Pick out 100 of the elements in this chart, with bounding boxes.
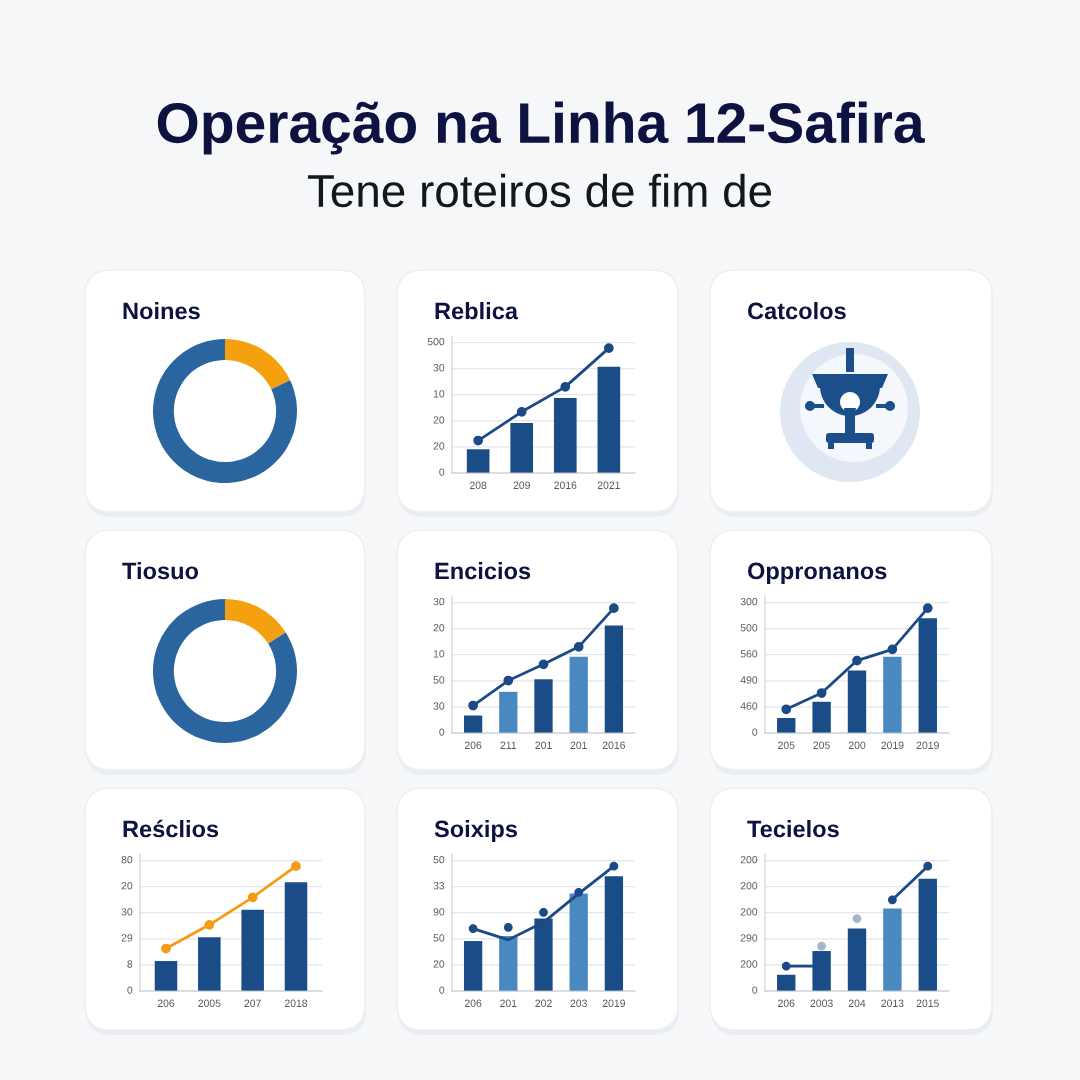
text: Operação na Linha 12-Safira — [157, 101, 925, 155]
text: 290 — [740, 934, 758, 942]
text: 50 — [433, 676, 445, 684]
chart-title: Soixips — [434, 819, 518, 843]
text: 20 — [433, 416, 445, 424]
text: 20 — [121, 882, 133, 890]
x-tick-label: 208 — [469, 481, 487, 489]
bar — [777, 974, 796, 991]
point — [603, 343, 614, 354]
point — [291, 861, 301, 872]
point — [817, 941, 827, 951]
bar — [883, 656, 902, 733]
point — [516, 406, 527, 417]
text: 200 — [740, 908, 758, 916]
donut-slice — [225, 339, 291, 390]
chart-title: Encicios — [435, 561, 531, 580]
x-tick-label: 2003 — [810, 999, 833, 1007]
point — [503, 675, 514, 686]
x-tick-label: 204 — [848, 999, 866, 1007]
bar — [569, 656, 588, 733]
point — [204, 919, 215, 930]
x-tick-label: 206 — [157, 999, 175, 1007]
x-tick-label: 2021 — [597, 481, 620, 489]
point — [781, 704, 792, 715]
chart-title: Noines — [123, 302, 200, 320]
text: Catcolos — [747, 302, 846, 320]
text: 80 — [121, 855, 133, 864]
text: 50 — [433, 855, 445, 864]
x-tick-label: 205 — [813, 741, 830, 749]
donut-slice — [153, 599, 297, 743]
text: 10 — [433, 650, 445, 658]
text: 50 — [433, 934, 445, 942]
bar — [284, 882, 308, 991]
point — [816, 688, 827, 698]
x-tick-label: 2005 — [198, 999, 221, 1007]
x-tick-label: 2019 — [881, 741, 904, 749]
x-tick-label: 201 — [535, 741, 552, 749]
point — [538, 659, 549, 670]
x-tick-label: 201 — [500, 999, 517, 1007]
point — [922, 603, 933, 614]
chart-title: Tiosuo — [122, 561, 199, 580]
point — [609, 603, 619, 614]
text: 0 — [439, 728, 445, 736]
text: 20 — [433, 442, 445, 450]
bar — [847, 928, 867, 991]
point — [539, 907, 548, 917]
text: 460 — [740, 702, 758, 710]
point — [852, 914, 862, 923]
text: 30 — [433, 597, 445, 606]
x-tick-label: 207 — [244, 999, 261, 1007]
point — [852, 655, 862, 666]
bar — [463, 941, 483, 991]
point — [560, 381, 571, 392]
x-tick-label: 2013 — [881, 999, 904, 1007]
x-tick-label: 2016 — [602, 741, 626, 749]
point — [609, 861, 619, 871]
text: 8 — [127, 960, 133, 968]
bar — [569, 893, 588, 991]
text: 0 — [752, 728, 758, 736]
x-tick-label: 202 — [535, 999, 552, 1007]
point — [573, 641, 584, 652]
point — [574, 887, 584, 897]
bar — [553, 398, 577, 473]
bar — [604, 876, 624, 991]
text: 500 — [427, 337, 445, 346]
text: 0 — [752, 986, 758, 994]
point — [781, 961, 791, 971]
point — [887, 644, 898, 655]
point — [468, 700, 478, 711]
text: 20 — [433, 960, 445, 968]
bar — [604, 625, 624, 733]
text: 560 — [740, 650, 758, 658]
point — [468, 924, 478, 933]
text: 20 — [433, 624, 445, 632]
chart-title: Tecielos — [747, 819, 839, 838]
text: 30 — [433, 364, 445, 372]
point — [887, 895, 897, 905]
text: 30 — [433, 702, 445, 710]
bar — [534, 679, 553, 733]
x-tick-label: 2015 — [916, 999, 939, 1007]
bar — [918, 878, 937, 991]
bar — [499, 691, 518, 733]
x-tick-label: 2016 — [554, 481, 577, 489]
text: 200 — [740, 882, 758, 890]
point — [161, 943, 171, 954]
point — [473, 435, 484, 446]
x-tick-label: 2019 — [602, 999, 625, 1007]
chart-title: Reblica — [435, 302, 519, 320]
x-tick-label: 201 — [570, 741, 587, 749]
text: 200 — [740, 960, 758, 968]
bar — [510, 423, 534, 473]
text: Tene roteiros de fim de — [307, 173, 772, 208]
bar — [883, 908, 902, 991]
text: 300 — [740, 597, 758, 606]
donut-slice — [225, 599, 286, 644]
bar — [812, 701, 831, 733]
bar — [597, 366, 621, 473]
text: 29 — [121, 934, 133, 942]
text: 0 — [127, 986, 133, 994]
donut-slice — [153, 339, 297, 483]
